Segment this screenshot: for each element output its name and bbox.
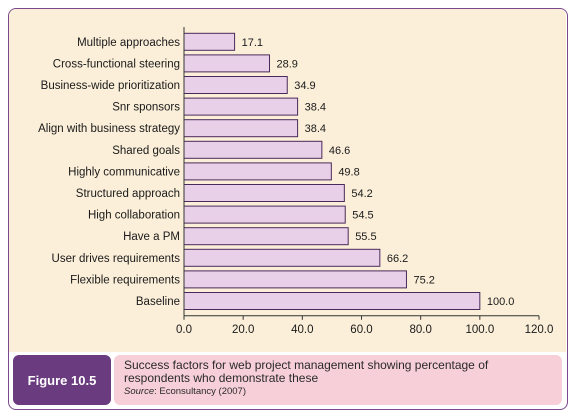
category-label: Align with business strategy <box>38 123 180 135</box>
data-label: 66.2 <box>387 253 408 265</box>
bar <box>183 76 288 94</box>
bar <box>183 248 381 267</box>
bar <box>183 162 332 181</box>
data-label: 100.0 <box>487 296 515 308</box>
category-label: High collaboration <box>88 210 180 222</box>
data-label: 38.4 <box>305 123 326 135</box>
data-label: 55.5 <box>355 231 376 243</box>
x-tick-label: 120.0 <box>525 324 554 336</box>
bar <box>183 270 407 289</box>
x-tick-label: 80.0 <box>409 324 431 336</box>
category-label: User drives requirements <box>52 253 181 265</box>
chart-panel: Multiple approaches 17.1 Cross-functional … <box>9 9 566 352</box>
bar <box>183 119 299 138</box>
figure-caption: Figure 10.5 Success factors for web proj… <box>13 355 562 405</box>
category-label: Snr sponsors <box>112 102 180 114</box>
x-tick-label: 20.0 <box>232 324 254 336</box>
category-label: Shared goals <box>112 145 180 157</box>
figure-label: Figure 10.5 <box>13 355 111 405</box>
x-tick-label: 0.0 <box>176 324 192 336</box>
category-label: Cross-functional steering <box>53 58 180 70</box>
x-tick-label: 40.0 <box>291 324 313 336</box>
category-label: Highly communicative <box>68 166 180 178</box>
data-label: 38.4 <box>305 102 326 114</box>
bar <box>183 97 299 116</box>
bar-chart: Multiple approaches 17.1 Cross-functional … <box>38 27 554 336</box>
category-label: Multiple approaches <box>77 37 180 49</box>
data-label: 46.6 <box>329 145 350 157</box>
bar <box>183 227 349 246</box>
x-tick-label: 100.0 <box>465 324 494 336</box>
caption-box: Success factors for web project manageme… <box>114 355 562 405</box>
caption-text: Success factors for web project manageme… <box>124 358 489 385</box>
data-label: 54.5 <box>352 210 373 222</box>
data-label: 28.9 <box>276 58 297 70</box>
data-label: 49.8 <box>338 166 359 178</box>
category-label: Baseline <box>136 296 180 308</box>
bar <box>183 32 236 51</box>
category-label: Structured approach <box>76 188 180 200</box>
category-label: Flexible requirements <box>70 274 180 286</box>
bar <box>183 140 323 159</box>
data-label: 75.2 <box>413 274 434 286</box>
bar <box>183 205 346 224</box>
bar <box>183 184 345 202</box>
caption-source: Source: Econsultancy (2007) <box>124 386 552 398</box>
source-label: Source <box>124 386 155 397</box>
bar <box>183 54 270 73</box>
x-tick-label: 60.0 <box>350 324 372 336</box>
bar <box>183 292 481 310</box>
source-text: : Econsultancy (2007) <box>154 386 246 397</box>
data-label: 34.9 <box>294 80 315 92</box>
data-label: 54.2 <box>351 188 372 200</box>
category-label: Business-wide prioritization <box>41 80 180 92</box>
data-label: 17.1 <box>242 37 263 49</box>
category-label: Have a PM <box>123 231 180 243</box>
figure-frame: Multiple approaches 17.1 Cross-functional … <box>8 8 568 410</box>
